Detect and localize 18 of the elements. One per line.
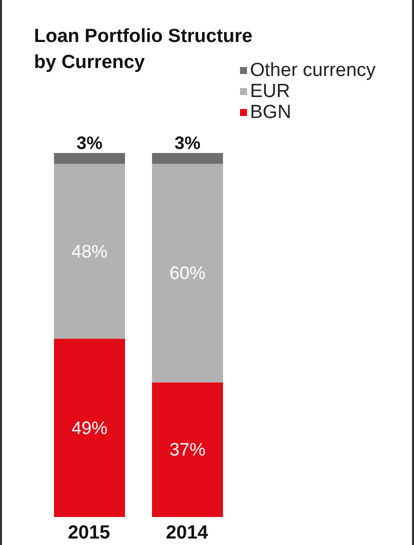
bar (152, 153, 223, 164)
legend-label: Other currency (250, 60, 376, 81)
bar (54, 164, 125, 339)
legend-label: BGN (250, 102, 292, 123)
bar (54, 338, 125, 517)
data-label: 37% (169, 440, 206, 460)
chart-title: Loan Portfolio Structure by Currency (34, 26, 252, 73)
bar (152, 382, 223, 517)
data-label: 48% (71, 241, 108, 262)
data-label: 3% (174, 133, 201, 153)
x-tick-label: 2014 (166, 522, 209, 544)
bar (152, 164, 223, 382)
legend-label: EUR (250, 81, 290, 102)
data-label: 3% (76, 133, 103, 153)
data-label: 49% (71, 418, 108, 438)
bar (54, 153, 125, 164)
x-tick-label: 2015 (68, 522, 111, 544)
data-label: 60% (169, 263, 206, 284)
